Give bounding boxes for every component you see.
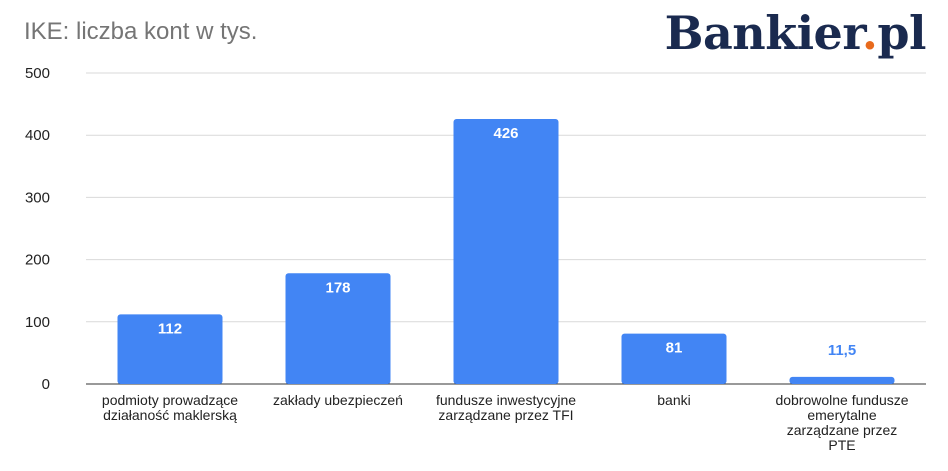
bankier-logo: Bankier.pl	[664, 6, 927, 60]
x-category-label: zakłady ubezpieczeń	[273, 392, 403, 408]
bar	[285, 273, 391, 384]
data-label: 112	[158, 320, 182, 337]
data-label: 426	[493, 125, 518, 142]
data-label: 178	[325, 279, 350, 296]
bar	[789, 376, 895, 384]
x-category-label: fundusze inwestycyjne	[436, 392, 576, 408]
bar	[117, 314, 223, 384]
x-category-label: dobrowolne fundusze	[775, 392, 908, 408]
x-category-label: podmioty prowadzące	[102, 392, 238, 408]
data-label: 11,5	[828, 342, 856, 359]
y-tick-label: 100	[25, 314, 50, 331]
y-tick-label: 300	[25, 189, 50, 206]
x-category-label: zarządzane przez TFI	[438, 407, 573, 423]
logo-name: Bankier	[664, 6, 863, 60]
data-label: 81	[666, 340, 683, 357]
x-category-label: zarządzane przez	[787, 422, 898, 438]
x-category-label: PTE	[828, 437, 855, 453]
y-tick-label: 0	[42, 376, 50, 393]
y-tick-label: 200	[25, 252, 50, 269]
bar	[453, 119, 559, 384]
chart-title: IKE: liczba kont w tys.	[24, 18, 258, 45]
bar	[621, 333, 727, 384]
logo-suffix: pl	[877, 6, 926, 60]
y-tick-label: 500	[25, 65, 50, 82]
x-category-label: działaność maklerską	[103, 407, 237, 423]
y-tick-label: 400	[25, 127, 50, 144]
x-category-label: emerytalne	[807, 407, 876, 423]
logo-dot: .	[861, 6, 878, 60]
x-category-label: banki	[657, 392, 690, 408]
